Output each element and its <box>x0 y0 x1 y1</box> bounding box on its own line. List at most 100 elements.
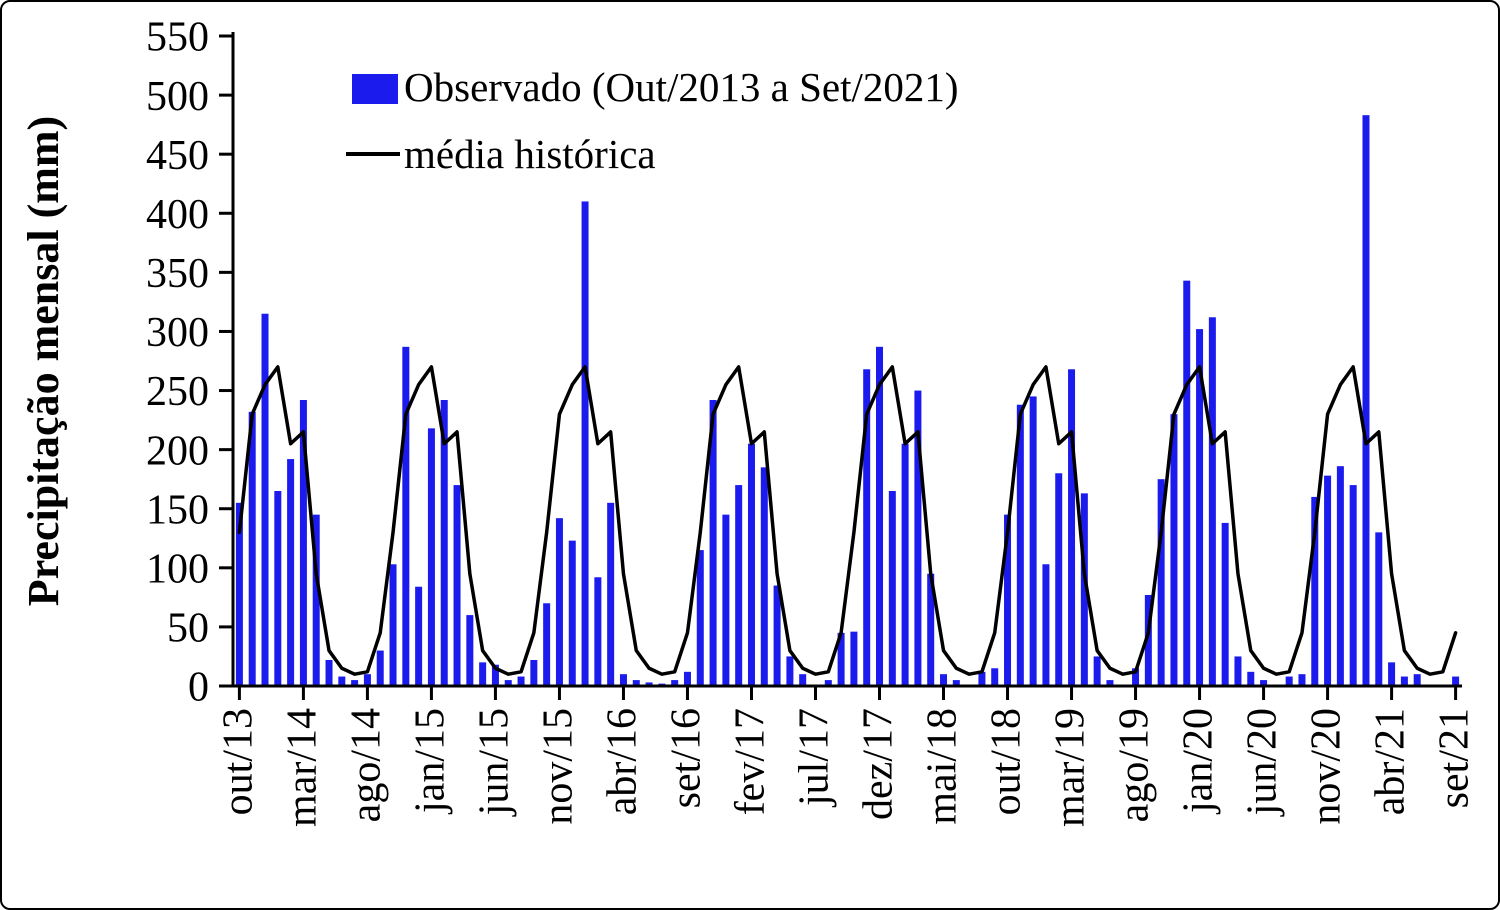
observed-bar <box>760 467 768 686</box>
observed-bar <box>850 631 858 686</box>
x-tick-label: abr/16 <box>599 708 645 815</box>
observed-bar <box>1029 396 1037 686</box>
observed-bar <box>1324 475 1332 686</box>
observed-bar <box>402 346 410 686</box>
observed-bar <box>1016 404 1024 686</box>
observed-bar <box>235 502 243 686</box>
x-tick-label: mar/19 <box>1048 708 1094 827</box>
observed-bar <box>581 201 589 686</box>
observed-bar <box>504 680 512 686</box>
observed-bar <box>1285 676 1293 686</box>
observed-bar <box>261 313 269 686</box>
observed-bar <box>901 443 909 686</box>
observed-bar <box>1375 532 1383 686</box>
observed-bar <box>837 632 845 686</box>
observed-bar <box>735 485 743 686</box>
x-tick-label: set/21 <box>1432 708 1478 808</box>
observed-bar <box>927 573 935 686</box>
observed-bar <box>1055 473 1063 686</box>
observed-bar <box>568 540 576 686</box>
observed-bar <box>607 502 615 686</box>
observed-bar <box>440 400 448 686</box>
x-tick-label: nov/15 <box>535 708 581 825</box>
observed-bar <box>914 390 922 686</box>
observed-bar <box>786 656 794 686</box>
observed-bar <box>824 680 832 686</box>
observed-bar <box>645 682 653 686</box>
observed-bar <box>722 514 730 686</box>
observed-bar <box>312 514 320 686</box>
observed-bar <box>1298 674 1306 686</box>
observed-bar <box>274 491 282 686</box>
x-tick-label: ago/14 <box>343 708 389 822</box>
legend-label-media-historica: média histórica <box>404 131 656 177</box>
observed-bar <box>1144 595 1152 686</box>
observed-bar <box>747 443 755 686</box>
observed-bar <box>1183 280 1191 686</box>
x-tick-label: jun/20 <box>1240 708 1286 817</box>
observed-bar <box>1157 479 1165 686</box>
observed-bar <box>491 664 499 686</box>
legend-label-observado: Observado (Out/2013 a Set/2021) <box>404 64 959 110</box>
y-tick-label: 550 <box>146 15 209 61</box>
x-tick-label: mai/18 <box>920 708 966 825</box>
observed-bar <box>683 671 691 686</box>
observed-bar <box>1221 522 1229 686</box>
observed-bar <box>1349 485 1357 686</box>
observed-bar <box>543 603 551 686</box>
x-tick-label: jan/20 <box>1176 708 1222 815</box>
x-tick-label: fev/17 <box>727 708 773 815</box>
observed-bar <box>1234 656 1242 686</box>
observed-bar <box>632 680 640 686</box>
observed-bar <box>1362 115 1370 687</box>
y-tick-label: 250 <box>146 369 209 415</box>
observed-bar <box>799 674 807 686</box>
observed-bar <box>299 400 307 686</box>
x-tick-label: out/18 <box>984 708 1030 815</box>
observed-bar <box>1170 414 1178 686</box>
observed-bar <box>1413 674 1421 686</box>
observed-bar <box>1400 676 1408 686</box>
observed-bar <box>709 400 717 686</box>
y-tick-label: 300 <box>146 310 209 356</box>
observed-bar <box>376 650 384 686</box>
observed-bar <box>1106 680 1114 686</box>
observed-bar <box>363 674 371 686</box>
observed-bar <box>940 674 948 686</box>
observed-bar <box>1068 369 1076 686</box>
x-tick-label: abr/21 <box>1368 708 1414 815</box>
observed-bar <box>1208 317 1216 686</box>
observed-bar <box>466 615 474 686</box>
x-tick-label: jun/15 <box>471 708 517 817</box>
y-tick-label: 0 <box>188 665 209 711</box>
observed-bar <box>773 585 781 686</box>
observed-bar <box>991 668 999 686</box>
y-tick-label: 50 <box>167 606 209 652</box>
observed-bar <box>530 660 538 686</box>
y-tick-label: 150 <box>146 487 209 533</box>
observed-bar <box>1311 496 1319 686</box>
observed-bar <box>1004 514 1012 686</box>
observed-bar <box>453 485 461 686</box>
observed-bar <box>389 564 397 686</box>
y-axis-title: Precipitação mensal (mm) <box>19 116 68 606</box>
x-tick-label: jan/15 <box>407 708 453 815</box>
observed-bar <box>415 586 423 686</box>
observed-bar <box>1093 656 1101 686</box>
x-tick-label: out/13 <box>215 708 261 815</box>
observed-bar <box>1080 493 1088 686</box>
observed-bar <box>1452 676 1460 686</box>
observed-bar <box>1388 662 1396 686</box>
y-tick-label: 500 <box>146 74 209 120</box>
observed-bar <box>517 676 525 686</box>
x-tick-label: nov/20 <box>1304 708 1350 825</box>
observed-bar <box>287 459 295 686</box>
x-tick-label: ago/19 <box>1112 708 1158 822</box>
observed-bar <box>1132 668 1140 686</box>
observed-bar <box>888 491 896 686</box>
legend-swatch-observado <box>352 74 398 104</box>
y-tick-label: 100 <box>146 547 209 593</box>
x-tick-label: dez/17 <box>856 708 902 820</box>
